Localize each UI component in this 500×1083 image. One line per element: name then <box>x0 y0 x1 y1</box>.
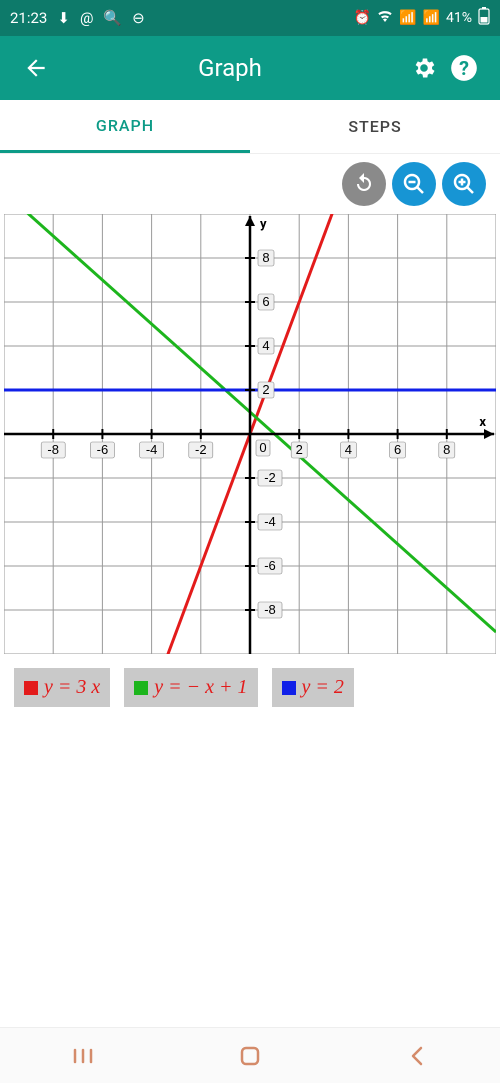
svg-text:4: 4 <box>345 442 352 457</box>
legend-label: y = 3 x <box>44 676 100 699</box>
svg-text:-4: -4 <box>264 514 276 529</box>
signal-icon: 📶 <box>423 10 440 26</box>
svg-text:-6: -6 <box>264 558 276 573</box>
legend-item-0[interactable]: y = 3 x <box>14 668 110 707</box>
search-status-icon: 🔍 <box>103 9 122 27</box>
status-time: 21:23 <box>10 9 47 27</box>
svg-text:-2: -2 <box>264 470 276 485</box>
tab-graph[interactable]: GRAPH <box>0 100 250 153</box>
svg-text:y: y <box>260 217 267 232</box>
tab-label: STEPS <box>348 117 401 136</box>
tab-label: GRAPH <box>96 116 154 135</box>
chart-area[interactable]: -8 -6 -4 -2 0 2 4 6 8 -8 -6 -4 -2 2 4 6 8 x y <box>0 214 500 658</box>
svg-text:-4: -4 <box>146 442 158 457</box>
reset-zoom-button[interactable] <box>342 162 386 206</box>
zoom-in-button[interactable] <box>442 162 486 206</box>
app-bar: Graph ? <box>0 36 500 100</box>
svg-text:4: 4 <box>262 338 269 353</box>
legend-swatch-2 <box>282 681 296 695</box>
status-bar: 21:23 ⬇ @ 🔍 ⊖ ⏰ 📶 📶 41% <box>0 0 500 36</box>
legend-item-2[interactable]: y = 2 <box>272 668 354 707</box>
tab-steps[interactable]: STEPS <box>250 100 500 153</box>
svg-text:-8: -8 <box>264 602 276 617</box>
nav-back-button[interactable] <box>387 1036 447 1076</box>
android-navbar <box>0 1027 500 1083</box>
svg-text:2: 2 <box>296 442 303 457</box>
alarm-icon: ⏰ <box>354 10 371 26</box>
svg-text:?: ? <box>459 57 469 80</box>
legend-row: y = 3 x y = − x + 1 y = 2 <box>0 658 500 717</box>
page-title: Graph <box>56 54 404 82</box>
recent-apps-button[interactable] <box>53 1036 113 1076</box>
chart-svg[interactable]: -8 -6 -4 -2 0 2 4 6 8 -8 -6 -4 -2 2 4 6 8 x y <box>4 214 496 654</box>
zoom-out-button[interactable] <box>392 162 436 206</box>
help-button[interactable]: ? <box>444 48 484 88</box>
svg-text:8: 8 <box>262 250 269 265</box>
zoom-controls <box>0 154 500 214</box>
legend-label: y = − x + 1 <box>154 676 247 699</box>
legend-swatch-1 <box>134 681 148 695</box>
tabs: GRAPH STEPS <box>0 100 500 154</box>
svg-text:x: x <box>479 415 486 430</box>
legend-label: y = 2 <box>302 676 344 699</box>
svg-text:-6: -6 <box>97 442 109 457</box>
back-button[interactable] <box>16 48 56 88</box>
svg-text:6: 6 <box>262 294 269 309</box>
battery-pct: 41% <box>446 10 472 26</box>
filler <box>0 717 500 1027</box>
svg-text:6: 6 <box>394 442 401 457</box>
settings-button[interactable] <box>404 48 444 88</box>
at-icon: @ <box>80 9 93 27</box>
svg-text:-8: -8 <box>47 442 59 457</box>
svg-text:2: 2 <box>262 382 269 397</box>
minus-status-icon: ⊖ <box>132 9 145 27</box>
legend-item-1[interactable]: y = − x + 1 <box>124 668 257 707</box>
signal-icon: 📶 <box>399 10 416 26</box>
svg-text:-2: -2 <box>195 442 207 457</box>
legend-swatch-0 <box>24 681 38 695</box>
wifi-icon <box>377 10 393 26</box>
home-button[interactable] <box>220 1036 280 1076</box>
battery-icon <box>478 7 490 29</box>
svg-text:0: 0 <box>259 440 266 455</box>
download-icon: ⬇ <box>57 9 70 27</box>
svg-text:8: 8 <box>443 442 450 457</box>
